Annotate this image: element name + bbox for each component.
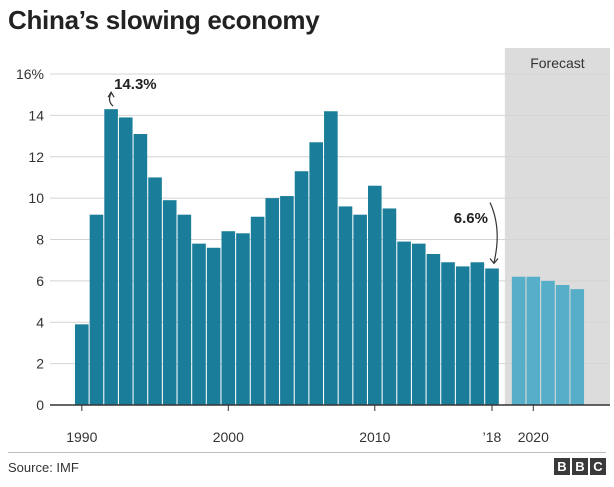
bar bbox=[192, 243, 206, 405]
bar bbox=[236, 233, 250, 405]
bar bbox=[118, 117, 133, 405]
bar bbox=[324, 111, 338, 406]
bar bbox=[294, 171, 309, 405]
bar bbox=[206, 247, 221, 405]
bbc-logo-letter: B bbox=[554, 458, 570, 475]
x-tick-label: 2010 bbox=[359, 429, 390, 445]
bar bbox=[250, 216, 265, 405]
bar bbox=[353, 214, 367, 405]
footer-divider bbox=[8, 452, 606, 453]
annotation-label: 14.3% bbox=[114, 76, 157, 93]
y-tick-label: 0 bbox=[36, 397, 44, 413]
bar bbox=[455, 266, 470, 405]
bar bbox=[280, 196, 294, 405]
y-tick-label: 10 bbox=[28, 190, 44, 206]
bar bbox=[441, 262, 455, 405]
bar bbox=[177, 214, 192, 405]
annotation-arrow bbox=[108, 92, 114, 107]
bar bbox=[368, 185, 382, 405]
chart-title: China’s slowing economy bbox=[8, 5, 320, 35]
annotation-label: 6.6% bbox=[454, 210, 488, 227]
y-tick-label: 8 bbox=[36, 232, 44, 248]
bar bbox=[426, 253, 441, 405]
annotation-arrowhead bbox=[489, 258, 499, 265]
bar bbox=[75, 324, 89, 405]
source-note: Source: IMF bbox=[8, 460, 79, 475]
annotation-arrow bbox=[489, 202, 498, 263]
y-tick-label: 4 bbox=[36, 314, 44, 330]
forecast-bar bbox=[526, 276, 541, 405]
bar bbox=[104, 109, 118, 405]
forecast-label: Forecast bbox=[530, 55, 585, 71]
bar bbox=[397, 241, 411, 405]
y-tick-label: 2 bbox=[36, 356, 44, 372]
forecast-bar bbox=[570, 289, 585, 405]
x-tick-label: 2000 bbox=[213, 429, 244, 445]
bar bbox=[148, 177, 162, 405]
bar bbox=[338, 206, 353, 405]
bar bbox=[89, 214, 104, 405]
bar bbox=[162, 200, 177, 405]
x-tick-label: 1990 bbox=[66, 429, 97, 445]
x-tick-label: 2020 bbox=[518, 429, 549, 445]
forecast-bar bbox=[541, 280, 555, 405]
bbc-logo: B B C bbox=[554, 458, 606, 475]
forecast-bar bbox=[511, 276, 526, 405]
bar bbox=[411, 243, 426, 405]
bar bbox=[309, 142, 323, 406]
annotation-arrowhead bbox=[107, 91, 115, 98]
forecast-bar bbox=[555, 285, 570, 405]
bar bbox=[221, 231, 236, 405]
bar bbox=[485, 268, 499, 405]
bar bbox=[470, 262, 485, 405]
bbc-logo-letter: C bbox=[590, 458, 606, 475]
y-tick-label: 16% bbox=[16, 66, 44, 82]
x-tick-label: ’18 bbox=[483, 429, 502, 445]
bbc-logo-letter: B bbox=[572, 458, 588, 475]
bar bbox=[382, 208, 397, 405]
bar bbox=[133, 133, 148, 405]
y-tick-label: 12 bbox=[28, 149, 44, 165]
y-tick-label: 14 bbox=[28, 107, 44, 123]
bar bbox=[265, 198, 280, 405]
y-tick-label: 6 bbox=[36, 273, 44, 289]
